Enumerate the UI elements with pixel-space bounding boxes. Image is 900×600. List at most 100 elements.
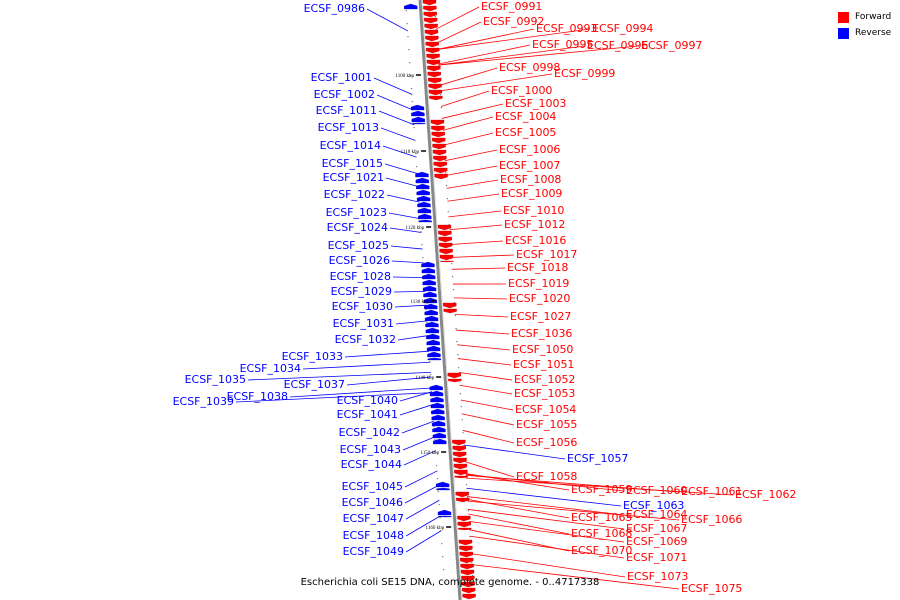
leader-line <box>451 267 506 270</box>
axis-dot <box>461 419 463 421</box>
leader-line <box>399 391 433 402</box>
axis-dot <box>465 484 468 486</box>
reverse-gene-block <box>417 201 431 208</box>
axis-dot <box>413 127 415 129</box>
gene-label: ECSF_1005 <box>495 126 556 139</box>
forward-gene-block <box>427 71 441 78</box>
forward-gene-block <box>428 77 442 84</box>
gene-label: ECSF_0997 <box>641 39 702 52</box>
forward-gene-block <box>462 587 476 594</box>
forward-gene-block <box>460 557 474 564</box>
reverse-gene-block <box>416 189 430 196</box>
reverse-gene-block <box>432 432 447 439</box>
forward-gene-block <box>452 445 466 452</box>
gene-label: ECSF_1007 <box>499 159 560 172</box>
gene-label: ECSF_1060 <box>626 484 687 497</box>
reverse-gene-block <box>415 177 430 184</box>
leader-line <box>399 404 434 416</box>
gene-label: ECSF_1061 <box>681 485 742 498</box>
gene-label: ECSF_1028 <box>330 270 391 283</box>
gene-label: ECSF_1069 <box>626 535 687 548</box>
gene-label: ECSF_0995 <box>532 38 593 51</box>
forward-gene-block <box>447 372 462 379</box>
gene-label: ECSF_1008 <box>500 173 561 186</box>
forward-gene-block <box>459 551 473 558</box>
gene-label: ECSF_1030 <box>332 300 393 313</box>
leader-line <box>366 8 409 32</box>
gene-label: ECSF_1035 <box>185 373 246 386</box>
forward-gene-block <box>439 254 454 261</box>
gene-label: ECSF_1024 <box>327 221 388 234</box>
forward-gene-block <box>424 17 438 24</box>
axis-highlight <box>421 0 463 600</box>
forward-gene-block <box>443 308 457 314</box>
leader-line <box>438 44 531 65</box>
forward-gene-block <box>459 545 473 552</box>
axis-dot <box>446 198 448 200</box>
forward-gene-block <box>430 119 445 126</box>
reverse-gene-block <box>423 291 437 298</box>
axis-dot <box>440 530 442 532</box>
reverse-gene-block <box>427 357 442 361</box>
reverse-gene-block <box>426 339 440 346</box>
axis-dot <box>445 172 447 174</box>
gene-label: ECSF_1000 <box>491 84 552 97</box>
leader-line <box>389 227 422 233</box>
axis-dot <box>441 543 443 545</box>
gene-label: ECSF_1059 <box>571 483 632 496</box>
leader-line <box>397 335 429 341</box>
reverse-gene-block <box>429 390 444 397</box>
axis-dot <box>426 322 428 324</box>
tick-label: 1140 kbp <box>416 376 435 381</box>
axis-dot <box>434 439 436 441</box>
leader-line <box>470 553 626 578</box>
leader-line <box>404 470 438 488</box>
gene-label: ECSF_0993 <box>536 22 597 35</box>
forward-gene-block <box>432 149 447 156</box>
gene-label: ECSF_1056 <box>516 436 577 449</box>
gene-label: ECSF_1046 <box>342 496 403 509</box>
forward-gene-block <box>438 236 452 243</box>
legend-item-forward: Forward <box>838 9 891 25</box>
reverse-gene-block <box>421 261 435 268</box>
leader-line <box>448 210 502 218</box>
gene-label: ECSF_1019 <box>508 277 569 290</box>
leader-line <box>443 132 494 146</box>
leader-line <box>394 304 427 308</box>
axis-dot <box>455 328 457 330</box>
axis-dot <box>462 432 464 434</box>
legend: Forward Reverse <box>838 9 891 41</box>
axis-dot <box>429 374 432 376</box>
leader-line <box>401 420 435 434</box>
gene-label: ECSF_1071 <box>626 551 687 564</box>
axis-dot <box>405 10 407 12</box>
forward-gene-block <box>452 451 467 458</box>
axis-dot <box>410 75 412 77</box>
leader-line <box>455 329 510 335</box>
leader-line <box>405 515 441 537</box>
axis-dot <box>407 36 409 38</box>
gene-label: ECSF_1039 <box>173 395 234 408</box>
axis-dot <box>409 62 411 64</box>
reverse-gene-block <box>426 345 441 352</box>
forward-gene-block <box>425 41 439 48</box>
tick-labels: 1100 kbp 1110 kbp 1120 kbp 1130 kbp 1140 kbp… <box>395 74 452 531</box>
reverse-gene-block <box>411 110 425 117</box>
leader-line <box>346 376 432 386</box>
gene-label: ECSF_1023 <box>326 206 387 219</box>
leader-line <box>449 224 503 231</box>
axis-dot <box>440 107 442 109</box>
forward-gene-block <box>432 137 446 144</box>
reverse-gene-block <box>437 509 452 516</box>
axis-dot <box>452 276 454 278</box>
legend-swatch-reverse <box>838 27 849 39</box>
axis-dot <box>458 367 460 369</box>
leader-line <box>447 193 500 202</box>
reverse-gene-block <box>425 327 440 334</box>
leader-line <box>450 240 504 245</box>
leader-line <box>344 350 430 358</box>
reverse-gene-block <box>422 285 437 292</box>
axis-dot <box>452 289 455 291</box>
forward-gene-block <box>460 569 475 576</box>
leader-line <box>458 371 513 381</box>
